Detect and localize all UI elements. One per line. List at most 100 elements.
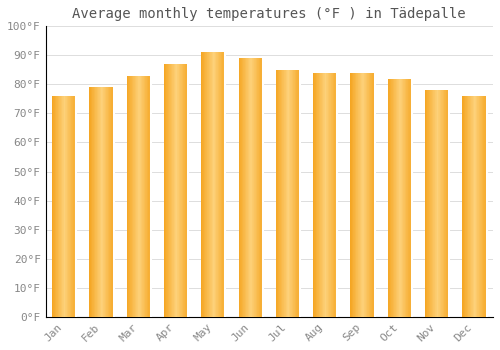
Bar: [279, 70, 280, 317]
Bar: [167, 64, 168, 317]
Bar: [369, 73, 370, 317]
Bar: [243, 58, 244, 317]
Bar: [441, 90, 442, 317]
Bar: [216, 52, 217, 317]
Bar: [389, 78, 390, 317]
Bar: [394, 78, 395, 317]
Bar: [57, 96, 58, 317]
Bar: [478, 96, 480, 317]
Bar: [462, 96, 463, 317]
Bar: [217, 52, 218, 317]
Bar: [327, 73, 328, 317]
Bar: [357, 73, 358, 317]
Bar: [425, 90, 426, 317]
Bar: [398, 78, 399, 317]
Bar: [298, 70, 299, 317]
Bar: [291, 70, 292, 317]
Bar: [365, 73, 366, 317]
Bar: [64, 96, 65, 317]
Bar: [475, 96, 476, 317]
Bar: [212, 52, 213, 317]
Bar: [74, 96, 75, 317]
Bar: [148, 76, 149, 317]
Bar: [135, 76, 136, 317]
Bar: [356, 73, 357, 317]
Bar: [362, 73, 363, 317]
Bar: [204, 52, 205, 317]
Bar: [401, 78, 402, 317]
Bar: [72, 96, 74, 317]
Bar: [482, 96, 483, 317]
Bar: [286, 70, 288, 317]
Bar: [317, 73, 318, 317]
Bar: [400, 78, 401, 317]
Bar: [164, 64, 165, 317]
Bar: [471, 96, 472, 317]
Bar: [371, 73, 372, 317]
Bar: [172, 64, 173, 317]
Bar: [110, 87, 111, 317]
Bar: [313, 73, 314, 317]
Bar: [258, 58, 259, 317]
Bar: [65, 96, 66, 317]
Bar: [179, 64, 180, 317]
Bar: [320, 73, 321, 317]
Bar: [402, 78, 403, 317]
Bar: [91, 87, 92, 317]
Bar: [289, 70, 290, 317]
Bar: [359, 73, 360, 317]
Bar: [213, 52, 214, 317]
Bar: [214, 52, 215, 317]
Bar: [145, 76, 146, 317]
Bar: [141, 76, 142, 317]
Bar: [353, 73, 354, 317]
Bar: [244, 58, 245, 317]
Bar: [473, 96, 474, 317]
Bar: [442, 90, 443, 317]
Bar: [98, 87, 99, 317]
Bar: [397, 78, 398, 317]
Bar: [90, 87, 91, 317]
Bar: [434, 90, 436, 317]
Bar: [185, 64, 186, 317]
Bar: [259, 58, 260, 317]
Bar: [336, 73, 337, 317]
Bar: [96, 87, 98, 317]
Bar: [470, 96, 471, 317]
Bar: [290, 70, 291, 317]
Bar: [180, 64, 181, 317]
Bar: [225, 52, 226, 317]
Bar: [282, 70, 283, 317]
Bar: [104, 87, 105, 317]
Bar: [285, 70, 286, 317]
Bar: [247, 58, 248, 317]
Bar: [171, 64, 172, 317]
Bar: [438, 90, 439, 317]
Bar: [165, 64, 166, 317]
Bar: [406, 78, 407, 317]
Bar: [142, 76, 143, 317]
Title: Average monthly temperatures (°F ) in Tädepalle: Average monthly temperatures (°F ) in Tä…: [72, 7, 466, 21]
Bar: [206, 52, 208, 317]
Bar: [319, 73, 320, 317]
Bar: [169, 64, 170, 317]
Bar: [54, 96, 55, 317]
Bar: [144, 76, 145, 317]
Bar: [277, 70, 278, 317]
Bar: [242, 58, 243, 317]
Bar: [333, 73, 334, 317]
Bar: [388, 78, 389, 317]
Bar: [262, 58, 263, 317]
Bar: [149, 76, 150, 317]
Bar: [170, 64, 171, 317]
Bar: [94, 87, 95, 317]
Bar: [396, 78, 397, 317]
Bar: [178, 64, 179, 317]
Bar: [215, 52, 216, 317]
Bar: [240, 58, 241, 317]
Bar: [445, 90, 446, 317]
Bar: [447, 90, 448, 317]
Bar: [472, 96, 473, 317]
Bar: [332, 73, 333, 317]
Bar: [467, 96, 468, 317]
